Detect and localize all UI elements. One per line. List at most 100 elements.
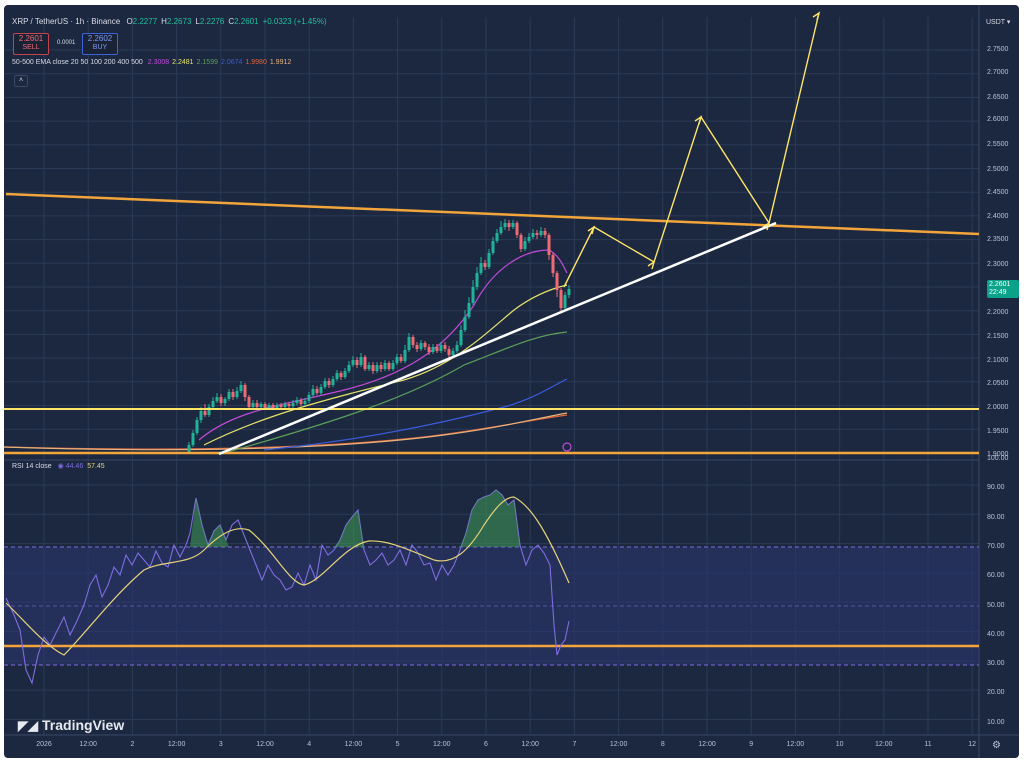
candle-body	[527, 237, 531, 241]
chart-canvas[interactable]	[4, 5, 1019, 758]
time-tick-label: 12:00	[256, 741, 274, 748]
current-price-tag: 2.2601 22:49	[987, 280, 1019, 298]
price-tick-label: 2.5500	[987, 141, 1009, 148]
candle-body	[547, 235, 551, 255]
ema-values: 2.3008 2.2481 2.1599 2.0674 1.9980 1.9912	[145, 59, 292, 66]
settings-icon[interactable]: ⚙	[992, 740, 1001, 751]
candle-body	[207, 407, 211, 415]
ema-line	[223, 331, 568, 454]
candle-body	[295, 400, 299, 403]
candle-body	[243, 385, 247, 397]
rsi-overbought-fill	[190, 498, 229, 547]
time-tick-label: 2	[130, 741, 135, 748]
time-tick-label: 12:00	[786, 741, 805, 748]
time-tick-label: 12:00	[609, 741, 628, 748]
candle-body	[539, 231, 543, 235]
candle-body	[359, 357, 363, 365]
candle-body	[403, 350, 407, 361]
buy-button[interactable]: 2.2602 BUY	[82, 33, 118, 55]
candle-body	[271, 405, 275, 408]
candle-body	[567, 289, 571, 295]
candle-body	[543, 231, 547, 235]
candle-body	[331, 379, 335, 385]
price-tick-label: 2.6000	[987, 116, 1009, 123]
candle-body	[395, 357, 399, 363]
tradingview-logo-icon: ◤◢	[18, 718, 38, 733]
rsi-overbought-fill	[334, 510, 364, 547]
price-tick-label: 2.7500	[987, 46, 1009, 53]
candle-body	[555, 273, 559, 290]
candle-body	[559, 290, 563, 308]
currency-label: USDT	[986, 19, 1005, 26]
candle-body	[535, 233, 539, 235]
candle-body	[411, 337, 415, 345]
ascending-trendline	[218, 221, 777, 456]
candle-body	[379, 365, 383, 369]
symbol-header[interactable]: XRP / TetherUS · 1h · Binance O2.2277 H2.…	[12, 17, 327, 26]
candle-body	[211, 401, 215, 407]
chevron-up-icon[interactable]: ˄	[14, 75, 28, 87]
candle-body	[507, 223, 511, 227]
candle-body	[235, 391, 239, 397]
rsi-tick-label: 10.00	[987, 718, 1005, 726]
candle-body	[191, 433, 195, 445]
candle-body	[407, 337, 411, 350]
ema-label: 50-500 EMA close 20 50 100 200 400 500	[12, 59, 143, 66]
ema-value: 1.9912	[269, 59, 292, 66]
bar-countdown: 22:49	[989, 289, 1007, 296]
ema-legend[interactable]: 50-500 EMA close 20 50 100 200 400 500 2…	[12, 59, 291, 66]
candle-body	[247, 397, 251, 407]
time-tick-label: 12:00	[344, 741, 363, 748]
rsi-ma-value: 57.45	[87, 463, 105, 470]
candle-body	[511, 223, 515, 227]
candle-body	[263, 404, 267, 408]
candle-body	[283, 404, 287, 407]
candle-body	[471, 287, 475, 303]
tradingview-brand[interactable]: ◤◢ TradingView	[18, 717, 124, 734]
candle-body	[347, 365, 351, 371]
rsi-tick-label: 100.00	[987, 455, 1009, 462]
rsi-tick-label: 90.00	[987, 484, 1005, 492]
time-tick-label: 12:00	[433, 741, 451, 748]
candle-body	[327, 381, 331, 385]
candle-body	[259, 404, 263, 407]
candle-body	[515, 223, 519, 235]
rsi-legend[interactable]: RSI 14 close ◉ 44.46 57.45	[12, 462, 105, 470]
ema-value: 2.0674	[221, 59, 243, 66]
currency-selector[interactable]: USDT ▾	[986, 19, 1011, 26]
ohlc-item: O2.2277	[126, 17, 158, 26]
price-tick-label: 2.4000	[987, 213, 1009, 220]
candle-body	[267, 405, 271, 408]
candle-body	[219, 397, 223, 403]
candle-body	[315, 389, 319, 393]
time-tick-label: 12:00	[875, 741, 893, 748]
time-tick-label: 12	[968, 741, 977, 748]
rsi-tick-label: 20.00	[987, 689, 1005, 697]
ohlc-item: L2.2276	[195, 17, 225, 26]
candle-body	[215, 397, 219, 401]
candle-body	[435, 347, 439, 351]
projection-arrowhead	[647, 260, 656, 270]
sell-price: 2.2601	[18, 34, 44, 43]
sell-label: SELL	[22, 44, 40, 51]
spread-value: 0.0001	[57, 40, 76, 46]
buy-label: BUY	[92, 44, 108, 51]
rsi-label: RSI 14 close	[12, 463, 52, 470]
candle-body	[531, 233, 535, 237]
candle-body	[451, 351, 455, 355]
candle-body	[223, 399, 227, 403]
time-tick-label: 4	[307, 741, 312, 748]
candle-body	[299, 400, 303, 404]
time-tick-label: 3	[218, 741, 223, 748]
candle-body	[371, 365, 375, 371]
candle-body	[399, 357, 403, 361]
brand-name: TradingView	[42, 717, 125, 733]
candle-body	[427, 347, 431, 352]
rsi-tick-label: 30.00	[987, 660, 1005, 668]
sell-button[interactable]: 2.2601 SELL	[13, 33, 49, 55]
projection-arrowhead	[694, 115, 703, 125]
time-tick-label: 10	[835, 741, 844, 748]
candle-body	[459, 330, 463, 345]
candle-body	[351, 360, 355, 365]
price-tick-label: 2.3500	[987, 236, 1009, 243]
